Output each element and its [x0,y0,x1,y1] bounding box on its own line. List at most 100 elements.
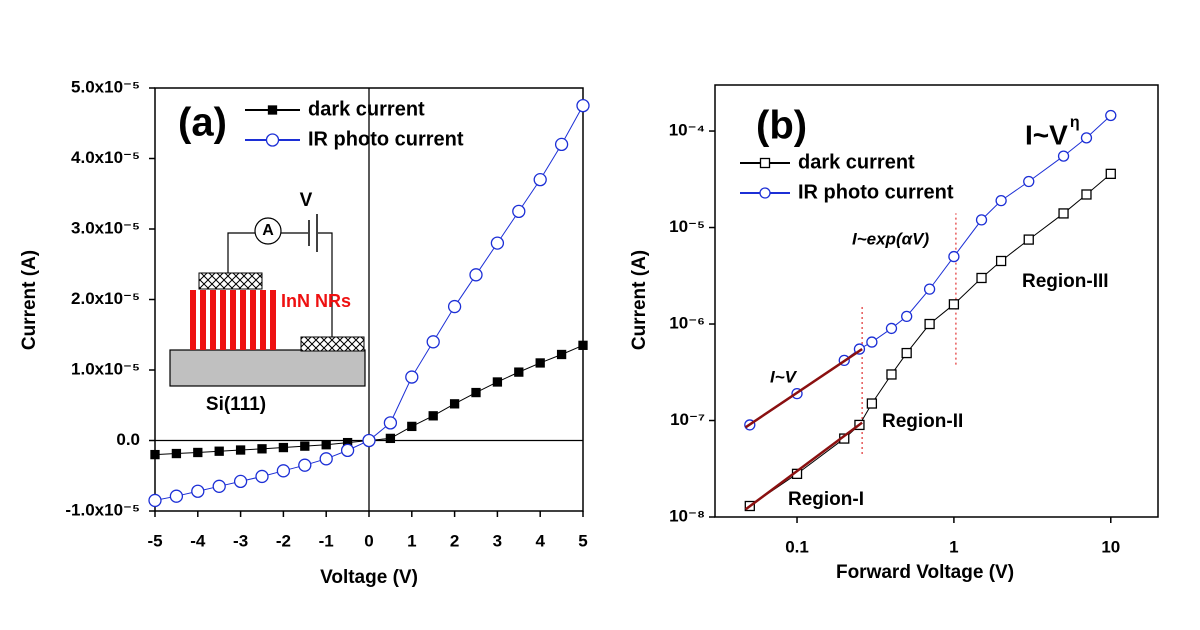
marker [975,214,988,226]
marker [193,447,203,458]
x-tick-label: 10 [1101,537,1120,556]
y-tick-label: 3.0x10⁻⁵ [71,218,140,237]
series-line [749,173,1112,507]
y-tick-label: 10⁻⁶ [669,314,705,333]
legend-marker [265,133,280,147]
marker [1105,109,1117,122]
x-tick-label: 2 [450,531,459,550]
marker [554,137,569,152]
marker [148,493,162,508]
marker [428,411,438,421]
marker [300,441,310,451]
substrate [169,349,366,387]
marker [385,433,396,444]
marker [948,250,960,263]
plot-frame [714,84,1159,518]
inset-label: InN NRs [281,291,351,311]
x-tick-label: 4 [535,531,545,550]
marker [901,310,913,323]
y-tick-label: 10⁻⁸ [669,506,705,525]
legend-marker [759,157,771,169]
y-tick-label: 1.0x10⁻⁵ [71,359,140,378]
top-contact [198,272,263,290]
marker [169,489,184,503]
marker [512,204,526,219]
marker [1080,132,1093,144]
y-tick-label: -1.0x10⁻⁵ [65,500,140,519]
marker [405,370,419,384]
marker [535,358,545,368]
marker [340,443,355,458]
marker [471,387,481,398]
marker [426,335,440,349]
annotation-superscript: η [1070,114,1080,131]
marker [924,318,935,330]
x-tick-label: -3 [233,531,248,550]
marker [447,299,462,314]
x-tick-label: -4 [190,531,206,550]
marker [235,445,246,455]
marker [278,442,289,453]
marker [1081,189,1092,200]
marker [298,458,312,472]
annotation: Region-I [788,489,864,510]
legend-label: dark current [308,98,425,120]
x-tick-label: -1 [319,531,334,550]
fit-line [744,348,863,429]
marker [995,194,1007,207]
marker [469,268,483,282]
legend-label: dark current [798,151,915,173]
circuit [227,232,333,337]
marker [901,347,912,359]
x-tick-label: 0.1 [785,537,809,556]
x-tick-label: -5 [147,531,162,550]
bottom-contact [300,336,365,352]
x-tick-label: 5 [578,531,587,550]
annotation: I~V [1025,119,1068,150]
annotation: Region-III [1022,271,1109,292]
y-tick-label: 4.0x10⁻⁵ [71,148,140,167]
nanorods [190,290,276,350]
marker [276,464,291,478]
marker [576,98,590,113]
y-tick-label: 10⁻⁷ [670,410,705,429]
legend-marker [759,187,771,199]
y-tick-label: 5.0x10⁻⁵ [71,77,140,96]
marker [885,322,898,335]
x-axis-title: Voltage (V) [320,567,418,588]
marker [533,172,547,187]
marker [319,452,333,466]
legend-label: IR photo current [308,128,464,150]
marker [233,474,248,489]
inset-diagram [169,214,366,387]
marker [321,440,331,450]
marker [171,448,182,459]
marker [578,340,588,350]
annotation: Region-II [882,411,963,432]
marker [449,399,460,409]
inset-label: V [300,190,313,211]
marker [214,446,224,456]
marker [383,416,398,430]
marker [1058,208,1069,219]
x-tick-label: 3 [493,531,502,550]
marker [492,377,503,387]
marker [923,283,936,295]
marker [514,367,524,377]
marker [995,255,1007,267]
legend-label: IR photo current [798,181,954,203]
marker [866,398,878,409]
x-axis-title: Forward Voltage (V) [836,562,1014,583]
ammeter [254,217,282,245]
y-tick-label: 0.0 [116,430,140,449]
annotation: I~exp(αV) [852,229,929,248]
inset-label: Si(111) [206,394,266,415]
marker [212,479,226,493]
marker [407,421,417,432]
legend-marker [267,105,278,115]
marker [150,449,160,460]
inset-label: A [262,222,274,239]
fit-line [744,421,863,511]
marker [1105,168,1116,180]
marker [362,433,376,448]
